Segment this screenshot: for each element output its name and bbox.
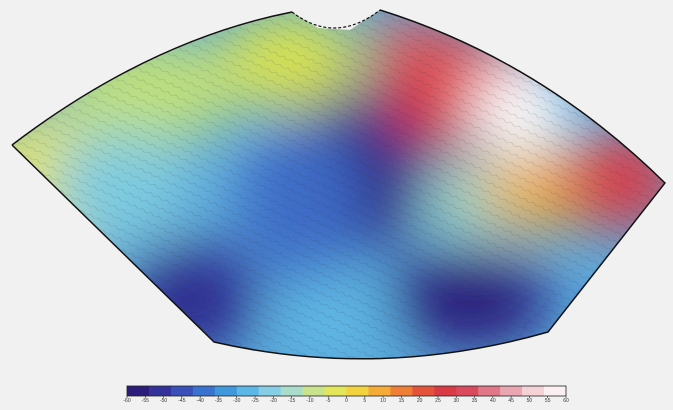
colorbar-segment (214, 386, 238, 396)
colorbar-tick-label: 40 (490, 398, 496, 404)
colorbar-segment (434, 386, 457, 396)
colorbar-segment (522, 386, 545, 396)
colorbar-tick-label: -55 (142, 398, 149, 404)
colorbar-tick-label: 15 (399, 398, 405, 404)
colorbar-segment (368, 386, 391, 396)
colorbar-segment (192, 386, 216, 396)
colorbar-tick-label: -30 (233, 398, 240, 404)
colorbar-tick-label: 55 (545, 398, 551, 404)
colorbar-tick-label: 10 (380, 398, 386, 404)
colorbar-tick-label: -10 (306, 398, 313, 404)
colorbar-segment (456, 386, 479, 396)
colorbar-tick-label: -5 (326, 398, 331, 404)
colorbar-segment (280, 386, 303, 396)
colorbar-segment (302, 386, 325, 396)
colorbar-tick-label: -20 (270, 398, 277, 404)
colorbar-tick-label: -15 (288, 398, 295, 404)
colorbar-segment (478, 386, 501, 396)
colorbar-tick-label: -45 (178, 398, 185, 404)
colorbar-tick-label: 20 (417, 398, 423, 404)
colorbar-tick-label: -40 (197, 398, 204, 404)
colorbar-segment (544, 386, 567, 396)
map-border (11, 9, 667, 360)
colorbar-tick-label: 30 (453, 398, 459, 404)
colorbar-segment (500, 386, 523, 396)
colorbar-tick-label: 0 (345, 398, 348, 404)
colorbar-segment (236, 386, 259, 396)
colorbar-tick-label: -50 (160, 398, 167, 404)
colorbar-tick-label: -25 (251, 398, 258, 404)
colorbar-segment (324, 386, 347, 396)
gravity-map (12, 10, 665, 359)
colorbar-tick-label: 45 (508, 398, 514, 404)
colorbar-segment (258, 386, 281, 396)
colorbar-tick-label: 25 (435, 398, 441, 404)
colorbar-tick-label: 35 (472, 398, 478, 404)
colorbar-segment (346, 386, 369, 396)
colorbar-segment (148, 386, 172, 396)
colorbar-tick-label: 60 (563, 398, 569, 404)
map-border-dashed (291, 9, 381, 29)
colorbar-tick-label: 50 (527, 398, 533, 404)
colorbar-segment (127, 386, 150, 396)
colorbar: -60 -55 -50 -45 -40 -35 -30 -25 -20 -15 -10 -5 0 5 10 1… (123, 385, 569, 404)
colorbar-segment (390, 386, 413, 396)
colorbar-tick-label: -35 (215, 398, 222, 404)
colorbar-tick-label: 5 (363, 398, 366, 404)
colorbar-segment (412, 386, 435, 396)
colorbar-tick-label: -60 (123, 398, 130, 404)
colorbar-segment (170, 386, 194, 396)
